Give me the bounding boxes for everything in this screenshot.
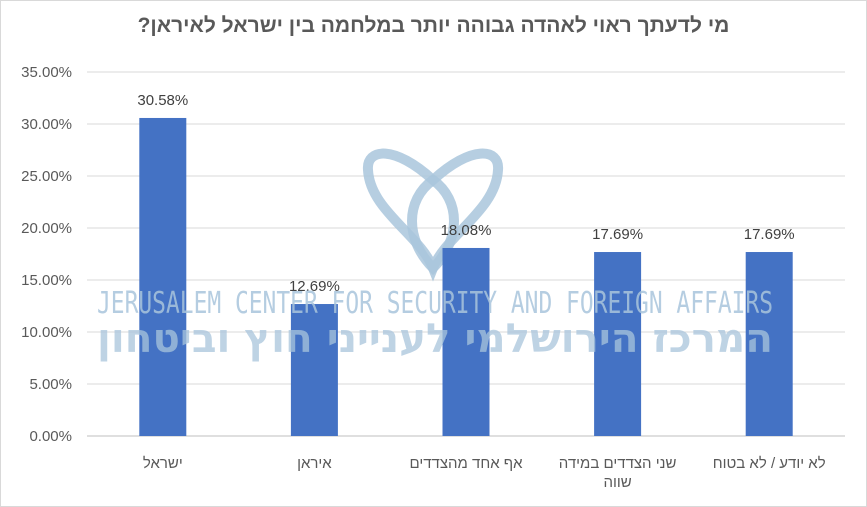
y-tick-label: 5.00% [29, 376, 72, 393]
watermark-english: JERUSALEM CENTER FOR SECURITY AND FOREIG… [97, 286, 773, 321]
y-tick-label: 10.00% [21, 324, 72, 341]
data-label: 17.69% [744, 226, 795, 243]
x-tick-label: שני הצדדים במידה [559, 455, 677, 472]
data-labels: 30.58% 12.69% 18.08% 17.69% 17.69% [137, 92, 794, 295]
watermark: JERUSALEM CENTER FOR SECURITY AND FOREIG… [97, 286, 773, 362]
data-label: 18.08% [441, 222, 492, 239]
x-tick-label: אף אחד מהצדדים [409, 455, 523, 472]
y-tick-label: 0.00% [29, 428, 72, 445]
bars [139, 117, 793, 436]
x-tick-label: ישראל [143, 455, 183, 472]
y-tick-label: 20.00% [21, 220, 72, 237]
bar [442, 247, 490, 436]
x-tick-label: איראן [297, 455, 332, 472]
watermark-logo-icon [362, 148, 504, 282]
data-label: 17.69% [592, 226, 643, 243]
y-tick-label: 25.00% [21, 168, 72, 185]
bar [139, 117, 187, 436]
bar [594, 252, 642, 436]
x-tick-label: שווה [603, 474, 631, 491]
y-tick-label: 35.00% [21, 64, 72, 81]
watermark-hebrew: המרכז הירושלמי לענייני חוץ וביטחון [97, 316, 773, 362]
x-tick-label: לא יודע / לא בטוח [713, 455, 826, 472]
y-tick-label: 30.00% [21, 116, 72, 133]
bar [745, 252, 793, 436]
data-label: 12.69% [289, 278, 340, 295]
x-axis: ישראל איראן אף אחד מהצדדים שני הצדדים במידה… [143, 455, 826, 491]
y-axis: 0.00% 5.00% 10.00% 15.00% 20.00% 25.00% 30.00%… [21, 64, 72, 445]
y-tick-label: 15.00% [21, 272, 72, 289]
bar [290, 304, 338, 436]
chart-title: מי לדעתך ראוי לאהדה גבוהה יותר במלחמה בי… [137, 14, 730, 37]
data-label: 30.58% [137, 92, 188, 109]
